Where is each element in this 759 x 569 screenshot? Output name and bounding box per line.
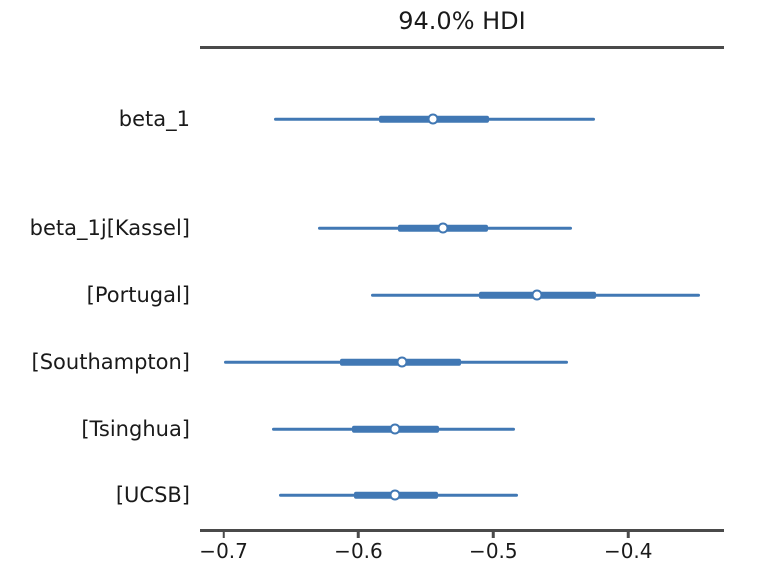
chart-title: 94.0% HDI bbox=[398, 7, 526, 35]
x-tick-mark bbox=[357, 531, 360, 538]
x-tick-mark bbox=[626, 531, 630, 538]
y-tick-label: [UCSB] bbox=[115, 483, 190, 507]
x-axis-line bbox=[200, 529, 724, 532]
median-marker bbox=[396, 356, 408, 368]
y-tick-label: [Portugal] bbox=[86, 283, 190, 307]
y-tick-label: [Southampton] bbox=[31, 350, 190, 374]
y-tick-label: beta_1 bbox=[118, 107, 190, 131]
top-spine bbox=[200, 46, 724, 49]
x-tick-label: −0.6 bbox=[334, 539, 383, 563]
x-tick-label: −0.7 bbox=[199, 539, 248, 563]
median-marker bbox=[389, 489, 401, 501]
y-tick-label: beta_1j[Kassel] bbox=[29, 216, 190, 240]
median-marker bbox=[531, 289, 543, 301]
median-marker bbox=[389, 423, 401, 435]
median-marker bbox=[437, 222, 449, 234]
x-tick-label: −0.5 bbox=[469, 539, 518, 563]
median-marker bbox=[427, 113, 439, 125]
x-tick-mark bbox=[492, 531, 495, 538]
x-tick-label: −0.4 bbox=[603, 539, 653, 563]
y-tick-label: [Tsinghua] bbox=[81, 417, 190, 441]
x-tick-mark bbox=[222, 531, 225, 538]
